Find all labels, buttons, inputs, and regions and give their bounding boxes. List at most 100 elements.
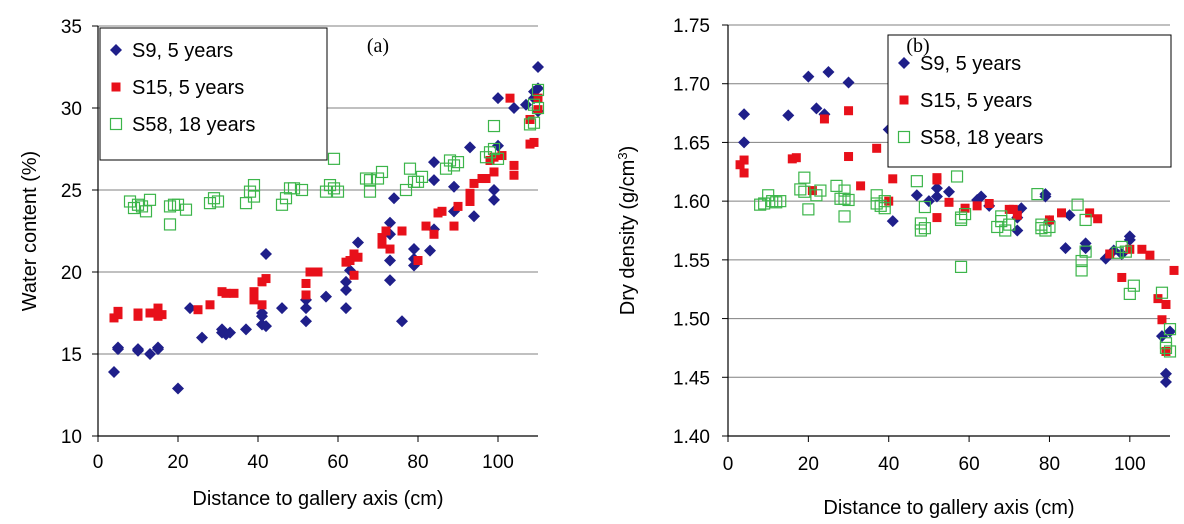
data-point [888, 174, 898, 184]
data-point [533, 93, 543, 103]
legend-marker [109, 117, 123, 131]
data-point [531, 101, 545, 115]
data-point [468, 210, 480, 223]
data-point [738, 108, 751, 121]
data-point [229, 288, 239, 298]
data-point [1105, 249, 1115, 259]
series-3 [754, 170, 1177, 358]
data-point [257, 300, 267, 310]
data-point [844, 152, 854, 162]
legend-marker [899, 95, 909, 105]
data-point [340, 275, 352, 288]
data-point [1123, 230, 1136, 243]
data-point [193, 305, 203, 315]
data-point [1044, 215, 1054, 225]
data-point [782, 109, 795, 122]
legend-label: S58, 18 years [920, 127, 1043, 149]
data-point [1012, 210, 1022, 220]
series-2 [109, 93, 543, 323]
legend-marker [898, 57, 910, 69]
data-point [738, 136, 751, 149]
data-point [754, 198, 767, 211]
data-point [320, 290, 332, 303]
data-point [385, 244, 395, 254]
legend-label: S15, 5 years [132, 77, 244, 99]
data-point [300, 302, 312, 315]
data-point [305, 267, 315, 277]
data-point [932, 213, 942, 223]
data-point [1163, 345, 1177, 358]
data-point [133, 308, 143, 318]
y-tick-label: 10 [61, 427, 82, 448]
data-point [447, 159, 461, 172]
data-point [319, 185, 333, 198]
data-point [240, 323, 252, 336]
data-point [276, 302, 288, 315]
data-point [532, 61, 544, 73]
data-point [918, 200, 931, 214]
data-point [910, 189, 923, 202]
data-point [300, 315, 312, 328]
panel-label: (b) [906, 35, 929, 57]
series-1 [108, 61, 544, 395]
data-point [437, 206, 447, 216]
data-point [408, 243, 420, 256]
data-point [1127, 279, 1140, 292]
data-point [918, 222, 931, 235]
data-point [377, 233, 387, 243]
data-point [340, 302, 352, 315]
data-point [509, 160, 519, 170]
data-point [144, 348, 156, 360]
data-point [819, 114, 829, 124]
legend: S9, 5 years S15, 5 years S58, 18 years [99, 27, 328, 161]
data-point [247, 178, 261, 192]
data-point [428, 174, 440, 187]
data-point [914, 224, 927, 237]
data-point [152, 341, 164, 354]
data-point [428, 156, 440, 169]
y-tick-label: 15 [61, 345, 82, 366]
data-point [260, 320, 272, 333]
x-tick-label: 40 [247, 452, 268, 473]
data-point [483, 146, 497, 159]
data-point [403, 162, 417, 175]
legend-box [887, 34, 1172, 168]
data-point [163, 218, 177, 231]
data-point [449, 221, 459, 231]
data-point [914, 217, 927, 230]
data-point [145, 308, 155, 318]
data-point [1075, 264, 1088, 277]
data-point [932, 175, 942, 185]
data-point [842, 76, 855, 89]
data-point [1075, 254, 1088, 268]
data-point [529, 137, 539, 147]
data-point [429, 229, 439, 239]
data-point [487, 119, 501, 133]
data-point [527, 98, 541, 111]
data-point [261, 274, 271, 284]
data-point [838, 192, 851, 205]
legend-label: S9, 5 years [920, 53, 1021, 75]
data-point [489, 167, 499, 177]
data-point [972, 201, 982, 211]
data-point [930, 182, 943, 195]
data-point [520, 98, 532, 111]
x-tick-label: 80 [1039, 454, 1060, 475]
data-point [1057, 208, 1067, 218]
data-point [399, 183, 413, 197]
data-point [770, 196, 783, 209]
chart-panel-a: 10 15 20 25 30 35 0 20 40 60 80 100 Distance to gall… [19, 17, 545, 510]
data-point [363, 185, 377, 198]
data-point [1079, 242, 1092, 255]
data-point [758, 197, 771, 210]
data-point [950, 170, 964, 183]
data-point [453, 201, 463, 211]
data-point [375, 165, 389, 179]
data-point [944, 197, 954, 207]
data-point [492, 139, 504, 152]
data-point [810, 189, 823, 202]
data-point [451, 156, 465, 169]
data-point [1059, 242, 1072, 255]
y-tick-label: 1.40 [673, 427, 710, 448]
